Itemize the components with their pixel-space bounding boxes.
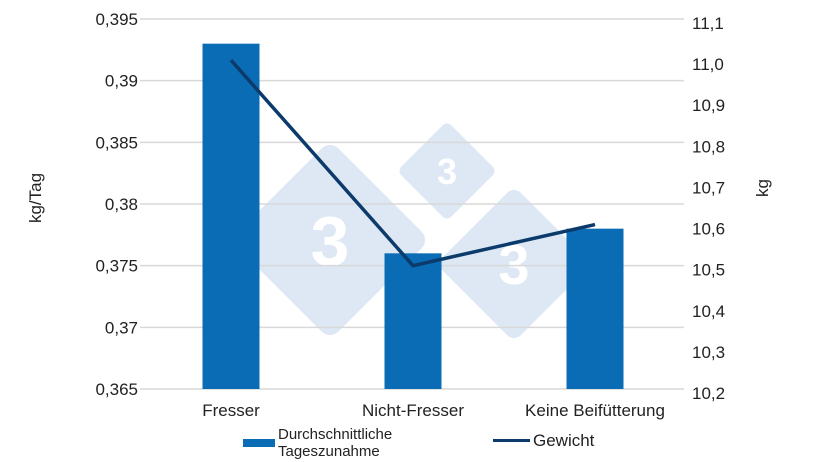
watermark-glyph: 3 (311, 202, 350, 280)
legend-item-line: Gewicht (493, 432, 594, 449)
left-tick-label: 0,365 (95, 380, 138, 399)
bar (566, 228, 624, 389)
right-tick-label: 11,0 (692, 55, 724, 74)
bar (202, 43, 260, 390)
legend: Durchschnittliche Tageszunahme Gewicht (0, 426, 820, 462)
legend-item-bar: Durchschnittliche Tageszunahme (243, 426, 392, 460)
right-axis-ticks: 11,1 11,0 10,9 10,8 10,7 10,6 10,5 10,4 10,3 10,2 (692, 14, 725, 403)
watermark-diamond (234, 144, 426, 336)
legend-bar-swatch (243, 439, 275, 447)
right-tick-label: 10,7 (692, 178, 725, 197)
right-tick-label: 11,1 (692, 14, 724, 33)
left-tick-label: 0,39 (105, 72, 138, 91)
watermark-diamond (399, 123, 495, 219)
category-label: Keine Beifütterung (525, 401, 665, 420)
line-series (229, 58, 596, 268)
left-tick-label: 0,375 (95, 257, 138, 276)
right-tick-label: 10,3 (692, 343, 725, 362)
watermark-diamond (439, 189, 589, 339)
legend-bar-label: Durchschnittliche Tageszunahme (278, 426, 392, 460)
left-tick-label: 0,385 (95, 133, 138, 152)
bar (384, 253, 442, 389)
category-axis-labels: Fresser Nicht-Fresser Keine Beifütterung (202, 401, 665, 420)
right-tick-label: 10,5 (692, 261, 725, 280)
left-tick-label: 0,395 (95, 10, 138, 29)
legend-line-swatch (493, 439, 530, 442)
legend-line-label: Gewicht (533, 431, 595, 450)
left-tick-label: 0,37 (105, 318, 138, 337)
right-tick-label: 10,8 (692, 137, 725, 156)
right-tick-label: 10,2 (692, 384, 725, 403)
category-label: Nicht-Fresser (362, 401, 464, 420)
left-axis-ticks: 0,395 0,39 0,385 0,38 0,375 0,37 0,365 (95, 10, 138, 399)
right-axis-title: kg (753, 179, 772, 197)
watermark-glyph: 3 (437, 151, 457, 192)
left-tick-label: 0,38 (105, 195, 138, 214)
weight-line (229, 58, 596, 268)
legend-bar-label-line1: Durchschnittliche (278, 426, 393, 443)
bar-series (202, 43, 624, 390)
legend-bar-label-line2: Tageszunahme (278, 443, 380, 460)
right-tick-label: 10,4 (692, 302, 725, 321)
right-tick-label: 10,6 (692, 220, 725, 239)
category-label: Fresser (202, 401, 260, 420)
left-axis-title: kg/Tag (26, 173, 45, 223)
right-tick-label: 10,9 (692, 96, 725, 115)
watermark-logo: 333 (234, 123, 589, 339)
